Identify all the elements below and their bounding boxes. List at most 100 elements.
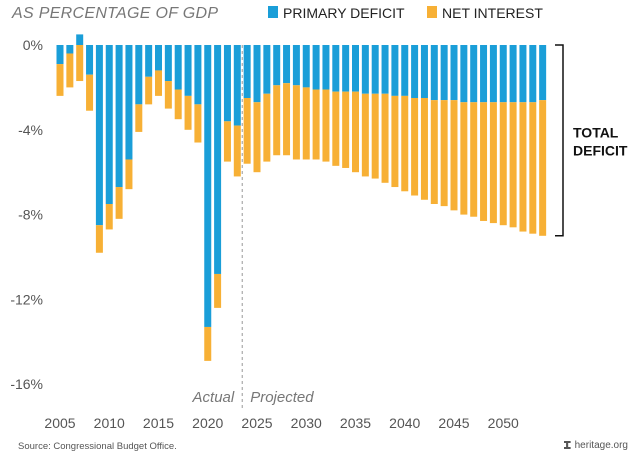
bars-group (56, 34, 547, 361)
bar-primary-deficit-2011 (115, 45, 123, 188)
x-tick-label: 2010 (94, 415, 125, 430)
bar-net-interest-2023 (233, 125, 241, 177)
credit-text: heritage.org (574, 440, 628, 451)
bar-net-interest-2045 (450, 100, 458, 211)
bar-primary-deficit-2031 (312, 45, 320, 90)
bar-net-interest-2016 (164, 81, 172, 109)
y-tick-label: -4% (18, 122, 43, 138)
bar-net-interest-2043 (430, 100, 438, 204)
heritage-logo-icon (563, 441, 571, 449)
bar-primary-deficit-2037 (371, 45, 379, 94)
bar-net-interest-2032 (322, 89, 330, 162)
bar-net-interest-2017 (174, 89, 182, 120)
bar-primary-deficit-2025 (253, 45, 261, 103)
bar-net-interest-2049 (489, 102, 497, 224)
bar-primary-deficit-2014 (145, 45, 153, 77)
bar-primary-deficit-2034 (342, 45, 350, 92)
bar-net-interest-2029 (292, 85, 300, 160)
bar-primary-deficit-2030 (302, 45, 310, 88)
x-tick-label: 2005 (44, 415, 75, 430)
bar-primary-deficit-2046 (460, 45, 468, 103)
bar-net-interest-2018 (184, 95, 192, 130)
bar-primary-deficit-2013 (135, 45, 143, 105)
bar-primary-deficit-2053 (529, 45, 537, 103)
bar-primary-deficit-2042 (420, 45, 428, 98)
y-tick-label: 0% (23, 37, 43, 53)
x-tick-label: 2035 (340, 415, 371, 430)
bar-primary-deficit-2021 (214, 45, 222, 274)
bar-net-interest-2008 (86, 74, 94, 111)
bar-net-interest-2024 (243, 98, 251, 164)
bar-primary-deficit-2029 (292, 45, 300, 86)
x-tick-label: 2025 (241, 415, 272, 430)
bar-primary-deficit-2006 (66, 45, 74, 54)
bar-net-interest-2030 (302, 87, 310, 160)
bar-primary-deficit-2024 (243, 45, 251, 98)
bar-net-interest-2014 (145, 76, 153, 105)
bar-primary-deficit-2040 (401, 45, 409, 96)
bar-primary-deficit-2020 (204, 45, 212, 327)
bar-primary-deficit-2007 (76, 34, 84, 45)
bar-net-interest-2048 (480, 102, 488, 221)
bar-net-interest-2036 (361, 93, 369, 177)
legend-swatch-primary-deficit (268, 6, 278, 18)
bar-primary-deficit-2049 (489, 45, 497, 103)
bar-net-interest-2035 (352, 91, 359, 173)
bar-net-interest-2051 (509, 102, 517, 228)
bar-primary-deficit-2036 (361, 45, 369, 94)
bar-net-interest-2040 (401, 95, 409, 192)
bar-net-interest-2006 (66, 53, 74, 88)
bar-primary-deficit-2019 (194, 45, 202, 105)
bar-primary-deficit-2039 (391, 45, 399, 96)
bar-net-interest-2037 (371, 93, 379, 179)
x-tick-label: 2040 (389, 415, 420, 430)
bar-net-interest-2039 (391, 95, 399, 188)
bar-net-interest-2046 (460, 102, 468, 215)
bar-net-interest-2027 (273, 85, 281, 156)
bar-net-interest-2012 (125, 159, 133, 190)
bar-net-interest-2020 (204, 326, 212, 361)
bar-primary-deficit-2009 (95, 45, 103, 226)
bar-primary-deficit-2032 (322, 45, 330, 90)
bar-primary-deficit-2038 (381, 45, 389, 94)
bar-primary-deficit-2026 (263, 45, 271, 94)
bar-primary-deficit-2052 (519, 45, 527, 103)
bar-net-interest-2041 (411, 98, 419, 196)
bar-primary-deficit-2027 (273, 45, 281, 86)
bar-net-interest-2022 (223, 121, 231, 162)
bar-primary-deficit-2018 (184, 45, 192, 96)
bar-net-interest-2034 (342, 91, 350, 168)
bar-primary-deficit-2035 (352, 45, 359, 92)
bar-net-interest-2031 (312, 89, 320, 160)
bar-primary-deficit-2051 (509, 45, 517, 103)
bar-net-interest-2050 (499, 102, 507, 226)
bar-net-interest-2021 (214, 273, 222, 308)
y-axis-ticks: 0% -4% -8% -12% -16% (10, 37, 43, 392)
credit-line: heritage.org (563, 440, 628, 451)
legend-swatch-net-interest (427, 6, 437, 18)
y-axis-title: AS PERCENTAGE OF GDP (11, 5, 218, 22)
bar-primary-deficit-2041 (411, 45, 419, 98)
bar-primary-deficit-2048 (480, 45, 488, 103)
actual-period-label: Actual (192, 389, 235, 406)
bar-primary-deficit-2016 (164, 45, 172, 82)
bar-net-interest-2042 (420, 98, 428, 200)
bar-primary-deficit-2008 (86, 45, 94, 75)
bar-primary-deficit-2054 (539, 45, 547, 101)
bar-net-interest-2009 (95, 225, 103, 253)
bar-net-interest-2015 (155, 70, 162, 96)
bar-net-interest-2047 (470, 102, 478, 217)
bar-primary-deficit-2005 (56, 45, 64, 65)
x-tick-label: 2045 (438, 415, 469, 430)
x-tick-label: 2020 (192, 415, 223, 430)
bar-primary-deficit-2047 (470, 45, 478, 103)
bar-net-interest-2044 (440, 100, 448, 207)
y-tick-label: -8% (18, 207, 43, 223)
bar-net-interest-2005 (56, 64, 64, 96)
bar-primary-deficit-2023 (233, 45, 241, 126)
bar-net-interest-2025 (253, 102, 261, 173)
bar-primary-deficit-2045 (450, 45, 458, 101)
y-tick-label: -12% (10, 291, 43, 307)
bar-net-interest-2007 (76, 45, 84, 82)
